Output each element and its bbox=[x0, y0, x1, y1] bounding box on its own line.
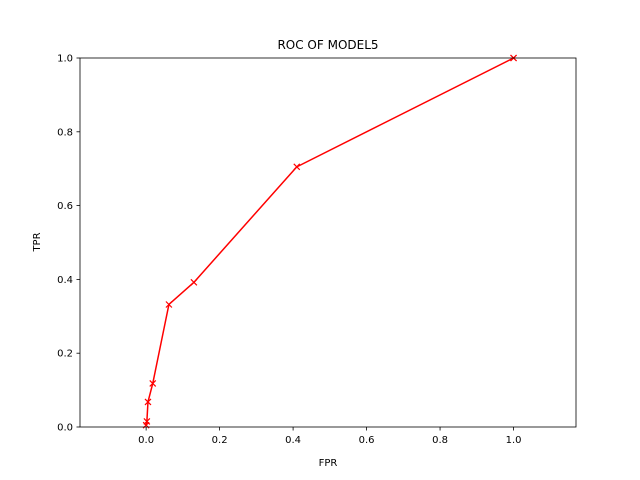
y-axis-label: TPR bbox=[32, 232, 43, 252]
x-tick-label: 0.0 bbox=[138, 435, 154, 446]
x-tick-label: 0.4 bbox=[285, 435, 301, 446]
axes-frame bbox=[79, 57, 577, 428]
y-tick-label: 0.0 bbox=[57, 423, 73, 434]
roc-point-marker bbox=[144, 398, 152, 406]
marker-stroke bbox=[190, 278, 198, 286]
marker-stroke bbox=[293, 163, 301, 171]
marker-stroke bbox=[143, 418, 151, 425]
y-axis-ticks: 0.0 0.2 0.4 0.6 0.8 1.0 bbox=[57, 54, 80, 434]
x-tick-label: 0.6 bbox=[359, 435, 375, 446]
x-tick-label: 0.8 bbox=[432, 435, 448, 446]
y-tick-label: 0.2 bbox=[57, 349, 73, 360]
roc-point-marker bbox=[165, 301, 173, 308]
roc-point-marker bbox=[190, 278, 198, 286]
x-axis-ticks: 0.0 0.2 0.4 0.6 0.8 1.0 bbox=[138, 427, 521, 446]
axes bbox=[79, 57, 577, 428]
roc-point-marker bbox=[149, 380, 157, 387]
x-tick-label: 0.2 bbox=[212, 435, 228, 446]
x-tick-label: 1.0 bbox=[506, 435, 522, 446]
marker-stroke bbox=[165, 301, 173, 308]
roc-curve-line bbox=[145, 57, 514, 426]
x-axis-label: FPR bbox=[319, 458, 338, 469]
y-tick-label: 0.6 bbox=[57, 201, 73, 212]
roc-point-marker bbox=[143, 418, 151, 425]
marker-stroke bbox=[144, 398, 152, 406]
chart-title: ROC OF MODEL5 bbox=[277, 38, 378, 52]
roc-point-marker bbox=[293, 163, 301, 171]
marker-stroke bbox=[149, 380, 157, 387]
y-tick-label: 1.0 bbox=[57, 54, 73, 65]
y-tick-label: 0.4 bbox=[57, 275, 73, 286]
y-tick-label: 0.8 bbox=[57, 127, 73, 138]
